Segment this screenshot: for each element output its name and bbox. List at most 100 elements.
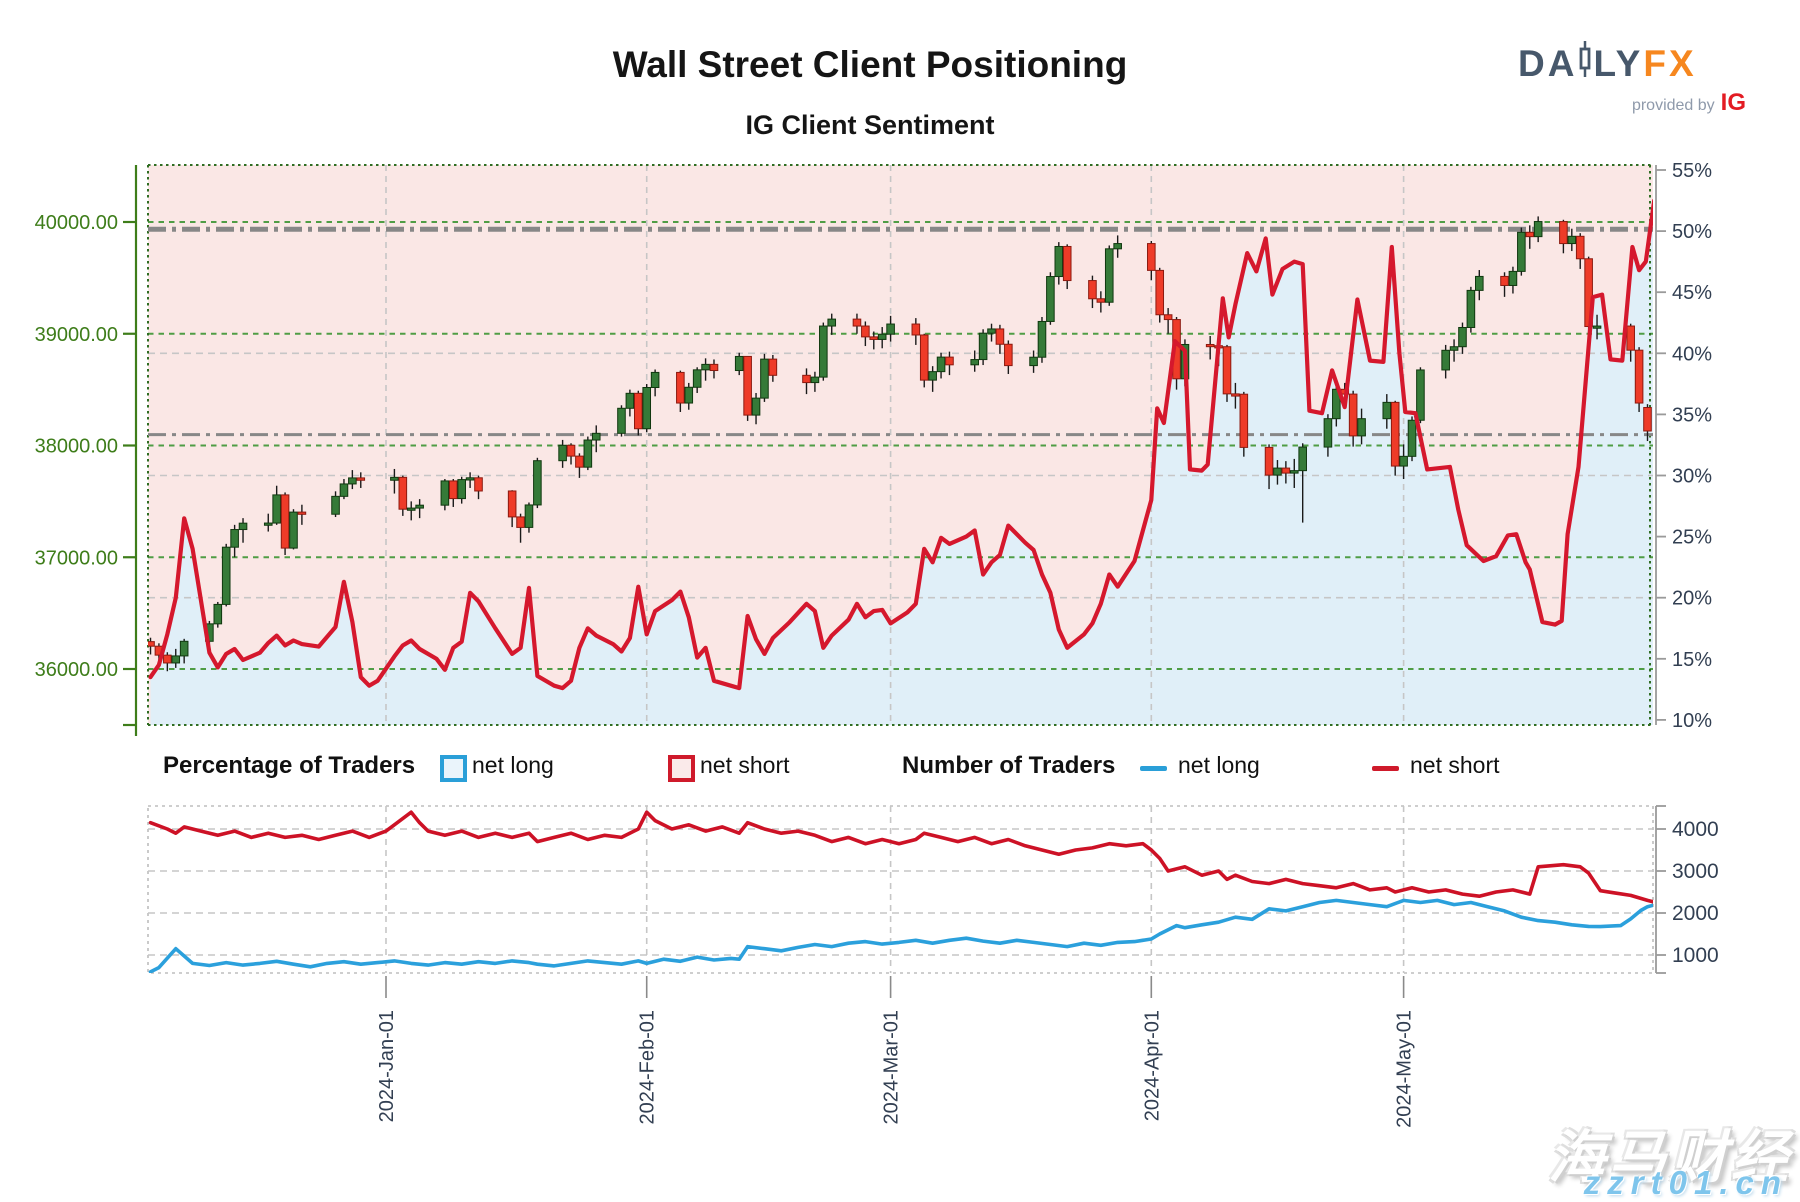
percent-axis-label: 20% bbox=[1672, 588, 1712, 610]
num-net-long-line-icon bbox=[1140, 766, 1167, 771]
candle-up bbox=[1298, 446, 1307, 472]
candle-up bbox=[751, 397, 761, 416]
candle-up bbox=[1332, 388, 1341, 420]
logo-text-ly: LY bbox=[1593, 42, 1644, 84]
candle-up bbox=[583, 439, 593, 468]
dailyfx-logo: DA LY FX provided by IG bbox=[1518, 40, 1748, 117]
candle-up bbox=[390, 476, 399, 481]
date-axis-label: 2024-Apr-01 bbox=[1141, 1010, 1163, 1121]
candle-down bbox=[1575, 235, 1585, 260]
candle-down bbox=[802, 374, 811, 384]
candle-down bbox=[1096, 298, 1106, 303]
candle-down bbox=[945, 356, 954, 366]
percent-axis-label: 50% bbox=[1672, 221, 1712, 243]
candle-down bbox=[1559, 221, 1568, 245]
percent-axis: 55% 50% 45% 40% 35% 30% 25% 20% 15% 10% bbox=[1655, 160, 1712, 732]
candle-down bbox=[297, 511, 307, 515]
candle-down bbox=[1062, 245, 1072, 282]
traders-axis-label: 3000 bbox=[1672, 860, 1719, 883]
candle-down bbox=[1239, 393, 1249, 448]
legend-num-net-short-label: net short bbox=[1410, 752, 1500, 778]
candle-down bbox=[995, 328, 1005, 345]
watermark-brand: 海马财经 bbox=[1548, 1126, 1792, 1190]
num-net-short-line-icon bbox=[1372, 766, 1399, 771]
traders-axis-label: 1000 bbox=[1672, 944, 1719, 967]
traders-axis-label: 2000 bbox=[1672, 902, 1719, 925]
date-axis: 2024-Jan-01 2024-Feb-01 2024-Mar-01 2024-Ap… bbox=[376, 976, 1416, 1128]
candle-down bbox=[1205, 343, 1215, 348]
candle-down bbox=[575, 455, 584, 468]
candle-down bbox=[1643, 407, 1652, 432]
candle-up bbox=[289, 511, 298, 549]
candle-up bbox=[524, 504, 534, 528]
candle-down bbox=[1264, 446, 1274, 476]
candle-up bbox=[1533, 221, 1543, 238]
candle-down bbox=[1155, 269, 1165, 316]
candle-up bbox=[533, 460, 542, 506]
candle-up bbox=[684, 386, 694, 404]
pct-net-long-swatch-icon bbox=[440, 755, 467, 782]
candle-up bbox=[221, 546, 231, 605]
percent-axis-label: 30% bbox=[1672, 466, 1712, 488]
candle-up bbox=[1567, 235, 1577, 245]
candle-up bbox=[272, 494, 281, 524]
candle-up bbox=[642, 387, 652, 430]
traders-axis-label: 4000 bbox=[1672, 818, 1719, 841]
candle-up bbox=[827, 318, 837, 327]
candle-up bbox=[886, 323, 895, 335]
candle-up bbox=[1466, 289, 1476, 328]
candle-up bbox=[1416, 369, 1425, 421]
logo-text-da: DA bbox=[1518, 42, 1578, 84]
net-short-pct-line bbox=[148, 198, 1653, 691]
legend-percentage-title: Percentage of Traders bbox=[163, 752, 416, 779]
candle-up bbox=[1382, 401, 1392, 420]
candle-up bbox=[936, 356, 946, 373]
candle-up bbox=[171, 655, 181, 664]
traders-net-short-line bbox=[148, 810, 1653, 904]
date-axis-label: 2024-May-01 bbox=[1394, 1010, 1416, 1128]
candle-down bbox=[1348, 393, 1358, 437]
candle-up bbox=[1458, 326, 1467, 348]
candle-down bbox=[1626, 325, 1635, 351]
candle-up bbox=[591, 432, 601, 441]
candle-down bbox=[398, 476, 408, 510]
date-axis-label: 2024-Feb-01 bbox=[637, 1010, 659, 1125]
candle-down bbox=[1525, 231, 1535, 238]
candle-down bbox=[516, 516, 525, 528]
candle-up bbox=[928, 371, 937, 381]
candle-up bbox=[440, 480, 450, 506]
watermark-url: zzrt01.cn bbox=[1583, 1164, 1788, 1201]
candle-down bbox=[280, 494, 290, 549]
legend-num-net-long-label: net long bbox=[1178, 752, 1260, 778]
percent-axis-label: 25% bbox=[1672, 527, 1712, 549]
candle-down bbox=[1231, 393, 1240, 397]
candle-down bbox=[1088, 280, 1097, 300]
traders-axis: 4000 3000 2000 1000 bbox=[1655, 805, 1719, 974]
candle-up bbox=[1029, 356, 1038, 367]
legend-pct-net-long-label: net long bbox=[472, 752, 554, 778]
logo-text-fx: FX bbox=[1643, 42, 1697, 84]
candlestick-icon bbox=[1579, 40, 1591, 87]
candle-up bbox=[1054, 245, 1064, 278]
candle-up bbox=[819, 325, 828, 378]
candle-down bbox=[1500, 275, 1509, 286]
candle-up bbox=[1357, 418, 1366, 437]
candle-up bbox=[415, 504, 424, 509]
date-axis-label: 2024-Mar-01 bbox=[881, 1010, 903, 1125]
candle-down bbox=[148, 641, 155, 647]
candle-down bbox=[448, 480, 458, 500]
candle-up bbox=[617, 407, 626, 434]
candle-down bbox=[768, 358, 778, 376]
candle-up bbox=[1399, 455, 1408, 467]
percent-axis-label: 40% bbox=[1672, 343, 1712, 365]
net-long-area-fill bbox=[150, 209, 1653, 725]
candle-up bbox=[238, 522, 248, 531]
traders-net-long-line bbox=[148, 898, 1653, 973]
candle-up bbox=[877, 333, 887, 340]
candle-down bbox=[507, 490, 517, 518]
percent-axis-label: 35% bbox=[1672, 404, 1712, 426]
percent-axis-label: 55% bbox=[1672, 160, 1712, 182]
percent-axis-label: 10% bbox=[1672, 710, 1712, 732]
chart-subtitle: IG Client Sentiment bbox=[745, 110, 995, 140]
candle-up bbox=[692, 369, 702, 388]
